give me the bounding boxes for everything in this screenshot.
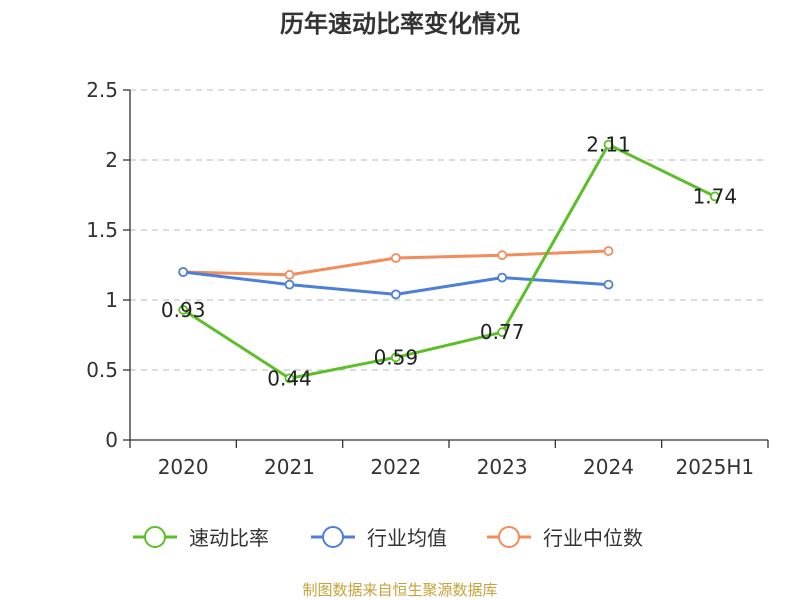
data-point (603, 139, 614, 150)
data-label: 0.77 (480, 320, 525, 344)
data-point (178, 267, 189, 277)
x-tick-label: 2024 (583, 455, 634, 479)
y-tick-label: 1 (105, 288, 118, 312)
data-labels: 0.93 0.44 0.59 0.77 2.11 1.74 (161, 133, 737, 391)
y-tick-label: 0.5 (86, 358, 118, 382)
legend-label: 速动比率 (189, 526, 269, 550)
x-tick-label: 2021 (264, 455, 315, 479)
data-label: 2.11 (586, 133, 631, 157)
data-point (497, 250, 508, 261)
y-tick-label: 2 (105, 148, 118, 172)
data-label: 0.93 (161, 298, 206, 322)
data-point (390, 352, 401, 363)
data-label: 1.74 (693, 184, 738, 208)
x-tick-label: 2023 (477, 455, 528, 479)
legend-item-0[interactable]: 速动比率 (133, 526, 269, 550)
legend-item-1[interactable]: 行业均值 (311, 526, 447, 550)
data-point (603, 246, 614, 256)
x-tick-label: 2022 (370, 455, 421, 479)
data-point (284, 279, 295, 290)
legend-label: 行业均值 (367, 526, 447, 550)
data-label: 0.59 (374, 345, 419, 369)
chart-title: 历年速动比率变化情况 (280, 10, 520, 38)
legend-item-2[interactable]: 行业中位数 (487, 526, 643, 550)
data-label: 0.44 (267, 366, 312, 390)
x-tick-label: 2025H1 (675, 455, 754, 479)
data-point (497, 327, 508, 338)
data-point (603, 279, 614, 290)
data-point (284, 269, 295, 280)
y-tick-label: 2.5 (86, 78, 118, 102)
data-point (390, 289, 401, 300)
y-tick-label: 0 (105, 428, 118, 452)
series-line-0 (181, 143, 717, 380)
data-point (497, 272, 508, 283)
legend[interactable]: 速动比率 行业均值 行业中位数 (133, 526, 643, 550)
y-tick-label: 1.5 (86, 218, 118, 242)
series-lines (178, 139, 720, 384)
legend-swatch-marker (322, 526, 344, 548)
data-point (284, 373, 295, 384)
legend-label: 行业中位数 (543, 526, 643, 550)
legend-swatch-marker (144, 526, 166, 548)
legend-swatch-marker (498, 526, 520, 548)
data-point (178, 304, 189, 315)
source-note: 制图数据来自恒生聚源数据库 (302, 581, 497, 599)
data-point (390, 253, 401, 263)
x-tick-label: 2020 (158, 455, 209, 479)
grid (130, 89, 768, 371)
data-point (709, 191, 720, 202)
axes: 0 0.5 1 1.5 2 2.5 2020 2021 2022 2023 2024 2025H1 (86, 78, 769, 479)
